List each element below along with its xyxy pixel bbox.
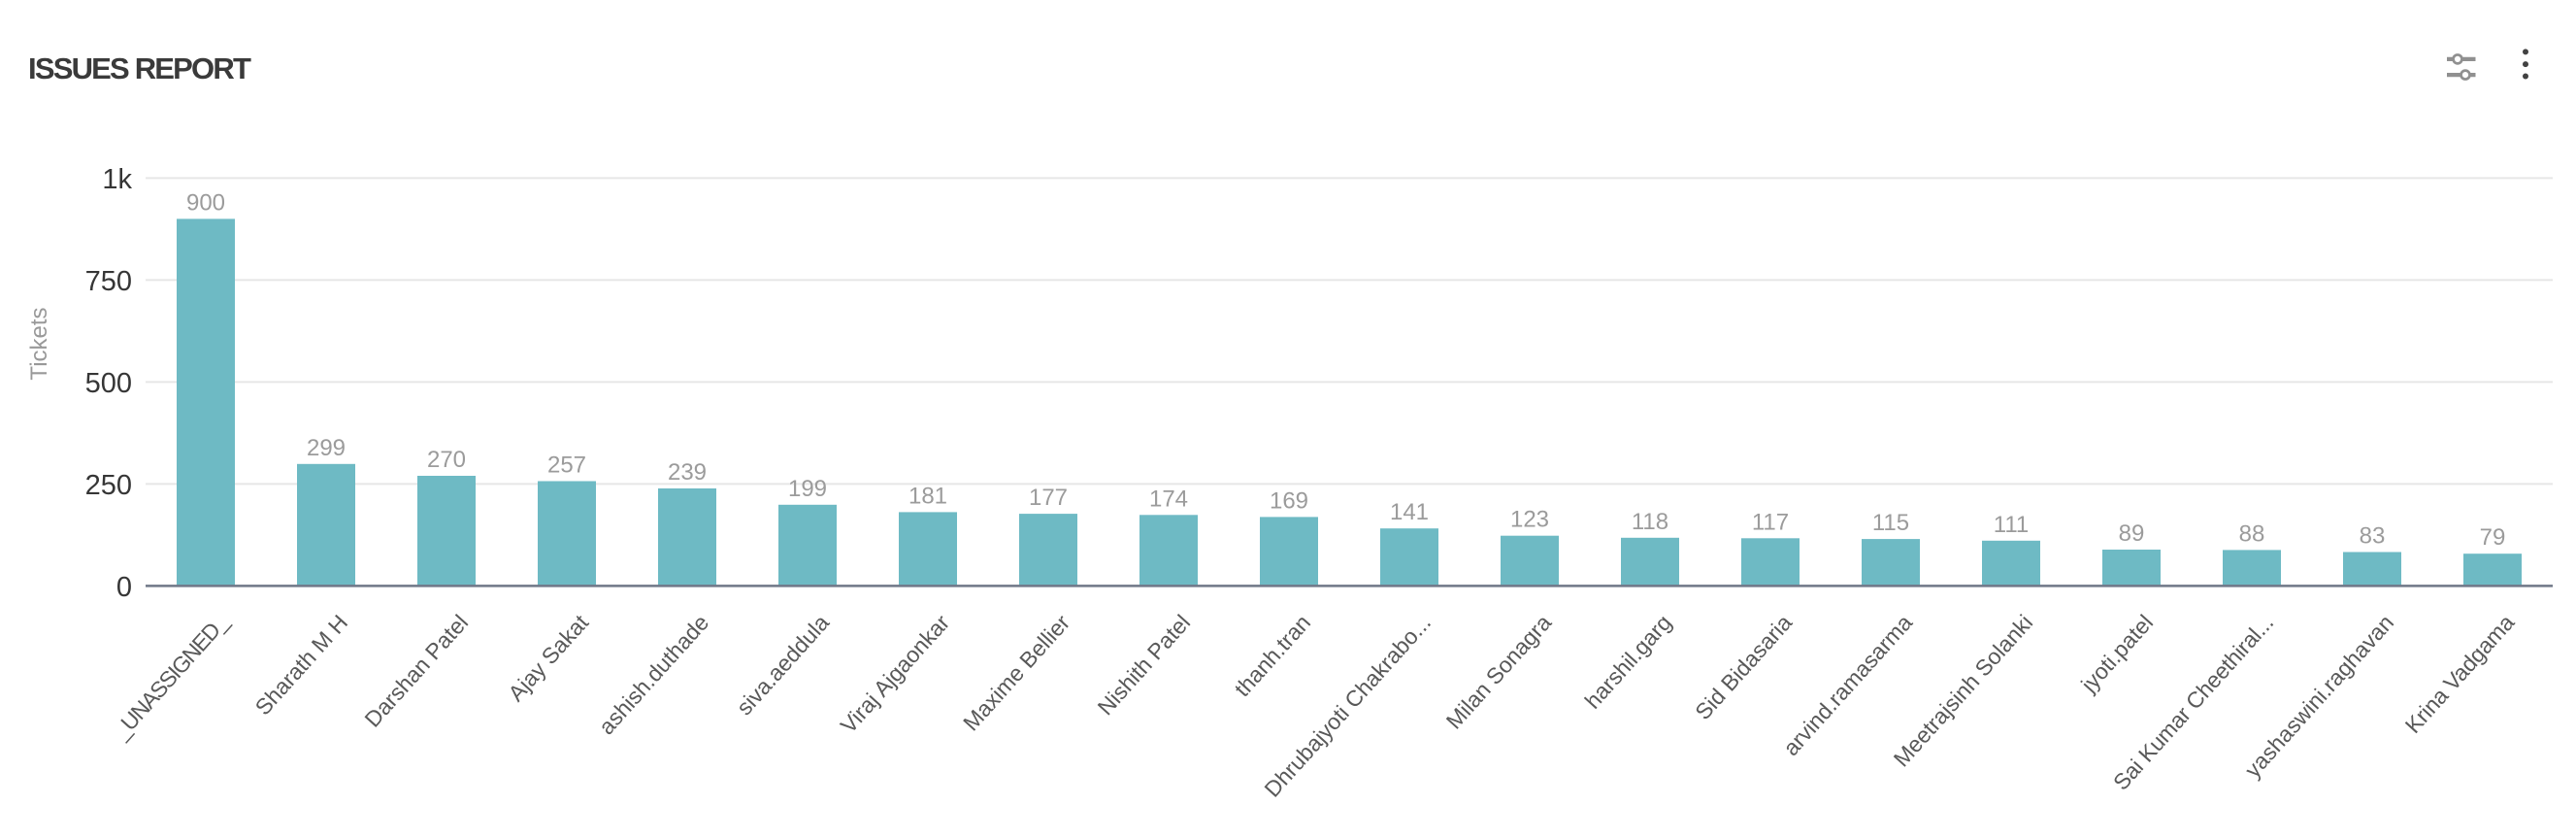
svg-text:750: 750 bbox=[85, 266, 132, 297]
svg-text:117: 117 bbox=[1752, 509, 1789, 535]
svg-text:500: 500 bbox=[85, 368, 132, 399]
svg-text:88: 88 bbox=[2239, 520, 2265, 547]
svg-text:83: 83 bbox=[2360, 523, 2386, 550]
svg-text:79: 79 bbox=[2480, 524, 2506, 551]
svg-text:177: 177 bbox=[1029, 485, 1068, 511]
svg-text:169: 169 bbox=[1270, 487, 1308, 514]
svg-text:0: 0 bbox=[116, 572, 132, 603]
svg-text:257: 257 bbox=[547, 453, 586, 479]
svg-text:270: 270 bbox=[427, 447, 466, 473]
svg-text:181: 181 bbox=[908, 483, 947, 509]
svg-text:115: 115 bbox=[1872, 510, 1909, 536]
svg-text:239: 239 bbox=[668, 459, 707, 486]
svg-text:89: 89 bbox=[2119, 520, 2145, 547]
svg-text:ISSUES REPORT: ISSUES REPORT bbox=[28, 51, 251, 85]
svg-text:118: 118 bbox=[1632, 509, 1668, 535]
svg-text:199: 199 bbox=[788, 476, 827, 502]
svg-text:123: 123 bbox=[1510, 507, 1549, 533]
svg-text:111: 111 bbox=[1994, 512, 2029, 538]
svg-text:250: 250 bbox=[85, 470, 132, 501]
svg-text:Tickets: Tickets bbox=[26, 307, 52, 380]
svg-text:299: 299 bbox=[307, 435, 346, 461]
svg-text:900: 900 bbox=[186, 189, 225, 216]
svg-text:141: 141 bbox=[1390, 499, 1429, 525]
svg-text:1k: 1k bbox=[102, 164, 132, 195]
svg-text:174: 174 bbox=[1149, 486, 1188, 512]
